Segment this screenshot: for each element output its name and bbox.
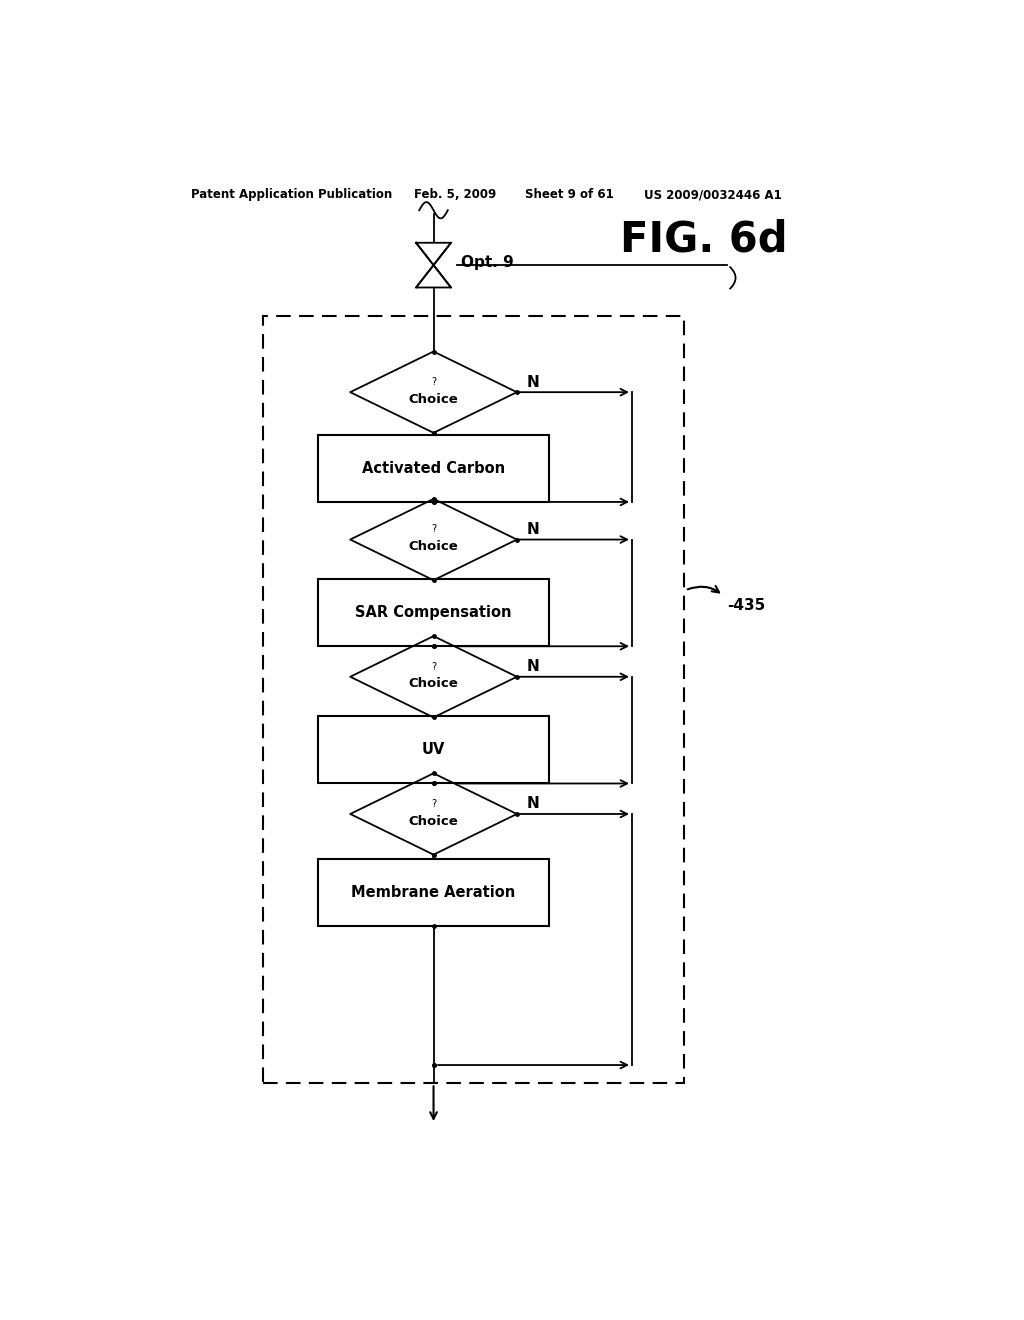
Text: Sheet 9 of 61: Sheet 9 of 61 bbox=[524, 189, 613, 202]
Text: Activated Carbon: Activated Carbon bbox=[361, 461, 505, 477]
Text: SAR Compensation: SAR Compensation bbox=[355, 606, 512, 620]
Bar bbox=[318, 717, 549, 784]
Text: ?: ? bbox=[431, 799, 436, 809]
Text: Y: Y bbox=[418, 589, 428, 602]
Text: Opt. 9: Opt. 9 bbox=[461, 255, 513, 269]
Text: Choice: Choice bbox=[409, 393, 459, 405]
Polygon shape bbox=[350, 636, 517, 718]
Polygon shape bbox=[350, 499, 517, 581]
Text: -435: -435 bbox=[727, 598, 765, 612]
Text: Y: Y bbox=[418, 441, 428, 455]
Text: Choice: Choice bbox=[409, 540, 459, 553]
Text: N: N bbox=[526, 659, 540, 675]
Text: US 2009/0032446 A1: US 2009/0032446 A1 bbox=[644, 189, 781, 202]
Text: UV: UV bbox=[422, 742, 445, 758]
Text: N: N bbox=[526, 521, 540, 537]
Text: ?: ? bbox=[431, 378, 436, 387]
Text: Membrane Aeration: Membrane Aeration bbox=[351, 884, 516, 900]
Text: Y: Y bbox=[418, 726, 428, 739]
Text: Choice: Choice bbox=[409, 677, 459, 690]
Polygon shape bbox=[416, 243, 451, 288]
Text: N: N bbox=[526, 796, 540, 812]
Text: Y: Y bbox=[418, 863, 428, 876]
Bar bbox=[263, 315, 684, 1084]
Text: Choice: Choice bbox=[409, 814, 459, 828]
Bar bbox=[318, 859, 549, 925]
Text: Patent Application Publication: Patent Application Publication bbox=[191, 189, 393, 202]
Text: N: N bbox=[526, 375, 540, 389]
Bar bbox=[318, 434, 549, 502]
Text: Feb. 5, 2009: Feb. 5, 2009 bbox=[414, 189, 496, 202]
Bar bbox=[318, 579, 549, 647]
Text: FIG. 6d: FIG. 6d bbox=[620, 219, 787, 261]
Polygon shape bbox=[350, 774, 517, 854]
Text: ?: ? bbox=[431, 661, 436, 672]
Polygon shape bbox=[350, 351, 517, 433]
Text: ?: ? bbox=[431, 524, 436, 535]
